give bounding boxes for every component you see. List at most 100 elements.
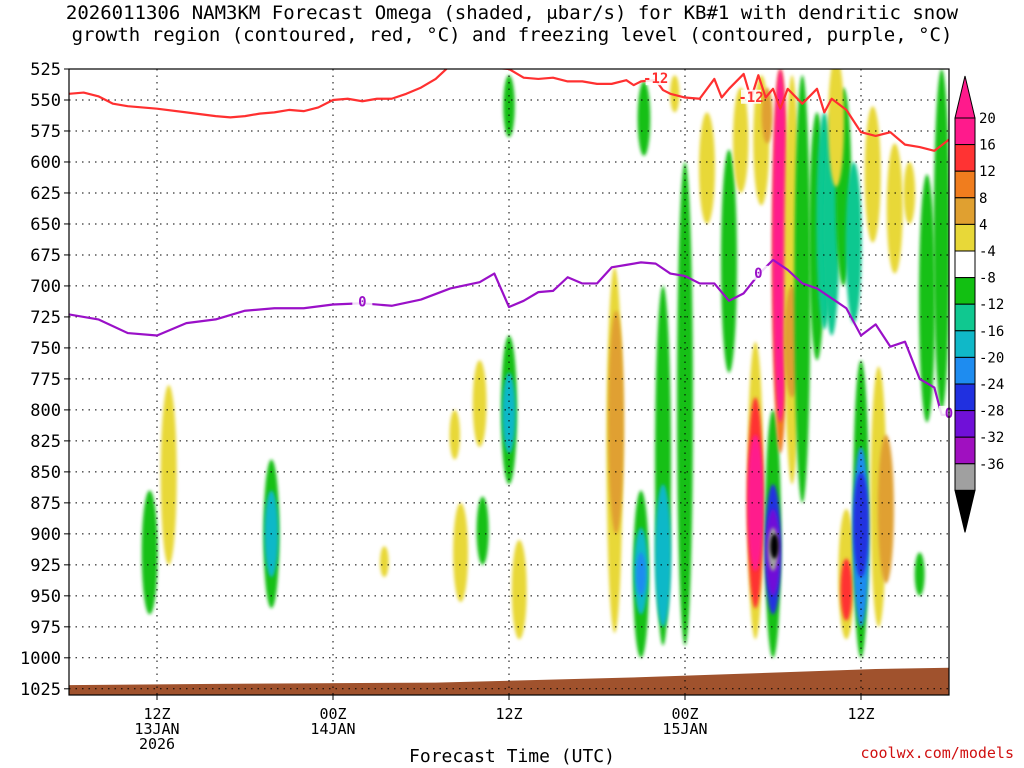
x-tick-label-42-0: 00Z [671,705,698,723]
colorbar-bin-2 [954,170,976,199]
omega-cell-15 [637,81,651,156]
omega-cell-18 [636,552,646,596]
colorbar: 20 16 12 8 4 -4 -8 -12 -16 -20 -24 -28 -32 -36 [954,75,1004,533]
colorbar-bin-8 [954,330,976,358]
credit-text: coolwx.com/models [860,744,1014,762]
omega-cell-20 [655,484,671,627]
omega-cell-46 [828,69,845,187]
y-axis: 525 550 575 600 625 650 675 700 725 750 775 800 825 8… [20,60,69,700]
y-tick-label-925: 925 [30,556,61,576]
contour-labels: 000-12-12 [352,71,959,422]
omega-cell-59 [933,69,949,410]
colorbar-top-arrow [954,75,976,119]
freezing-level-line-label-bg-0 [352,294,373,309]
colorbar-label-4: 4 [979,217,987,233]
y-tick-label-550: 550 [30,91,61,111]
dgz-line-label-1: -12 [738,90,763,106]
omega-cell-12 [503,75,515,138]
colorbar-label-5: -4 [979,244,996,260]
x-tick-label-18-0: 00Z [319,705,346,723]
omega-cell-58 [914,552,925,596]
colorbar-label-3: 8 [979,191,987,207]
colorbar-bin-4 [954,223,976,252]
colorbar-bin-7 [954,303,976,332]
freezing-level-line [69,258,949,416]
colorbar-label-7: -12 [979,297,1004,313]
omega-cell-28 [747,434,764,572]
omega-cell-45 [845,161,862,324]
y-tick-label-700: 700 [30,277,61,297]
omega-cell-10 [502,372,516,454]
y-tick-label-900: 900 [30,525,61,545]
dgz-line-label-bg-1 [741,89,761,104]
x-tick-label-54-0: 12Z [847,705,874,723]
y-tick-label-750: 750 [30,339,61,359]
omega-cell-21 [677,161,693,646]
y-tick-label-1025: 1025 [20,680,61,700]
x-tick-label-30-0: 12Z [495,705,522,723]
omega-cell-40 [794,75,811,503]
omega-cell-55 [886,143,903,274]
y-tick-label-725: 725 [30,308,61,328]
colorbar-bin-5 [954,250,976,279]
contour-lines [69,69,949,416]
colorbar-bin-6 [954,277,976,305]
colorbar-bottom-arrow [954,489,976,533]
colorbar-label-8: -16 [979,324,1004,340]
y-tick-label-950: 950 [30,587,61,607]
colorbar-bin-3 [954,197,976,225]
freezing-level-line-label-bg-1 [748,265,769,280]
omega-cell-7 [472,360,487,448]
colorbar-bin-0 [954,117,976,146]
omega-cell-11 [511,540,527,640]
colorbar-bin-13 [954,463,976,491]
omega-cell-8 [476,496,489,565]
y-tick-label-800: 800 [30,401,61,421]
x-tick-label-6-1: 13JAN [134,720,179,738]
colorbar-label-10: -24 [979,377,1004,393]
omega-cell-0 [141,490,158,615]
gridlines [69,69,949,695]
y-tick-label-850: 850 [30,463,61,483]
colorbar-label-0: 20 [979,111,996,127]
omega-cell-35 [770,533,779,559]
omega-cell-24 [721,149,737,373]
y-tick-label-525: 525 [30,60,61,80]
colorbar-label-6: -8 [979,271,996,287]
y-tick-label-1000: 1000 [20,649,61,669]
omega-cell-4 [379,546,389,578]
x-tick-label-6-2: 2026 [139,735,175,753]
colorbar-label-9: -20 [979,350,1004,366]
y-tick-label-875: 875 [30,494,61,514]
omega-cell-6 [453,502,469,603]
colorbar-bin-12 [954,436,976,465]
dgz-line [69,69,949,152]
dgz-line-label-0: -12 [643,71,668,87]
colorbar-bin-11 [954,410,976,438]
y-tick-label-825: 825 [30,432,61,452]
y-tick-label-775: 775 [30,370,61,390]
colorbar-bin-1 [954,144,976,172]
omega-cell-1 [160,385,177,565]
colorbar-label-13: -36 [979,457,1004,473]
omega-cell-48 [840,558,853,621]
omega-cell-23 [699,112,715,224]
freezing-level-line-label-1: 0 [754,266,762,282]
colorbar-label-1: 16 [979,138,996,154]
y-tick-label-575: 575 [30,122,61,142]
omega-cell-30 [761,87,773,144]
omega-cell-5 [449,409,460,460]
colorbar-label-2: 12 [979,164,996,180]
y-tick-label-650: 650 [30,215,61,235]
freezing-level-line-label-0: 0 [358,294,366,310]
dgz-line-label-bg-0 [645,71,666,86]
x-tick-label-18-1: 14JAN [310,720,355,738]
omega-cell-57 [919,174,935,423]
colorbar-label-11: -28 [979,404,1004,420]
colorbar-bin-10 [954,383,976,412]
omega-cell-14 [608,310,625,534]
omega-cell-56 [903,161,916,224]
y-tick-label-975: 975 [30,618,61,638]
